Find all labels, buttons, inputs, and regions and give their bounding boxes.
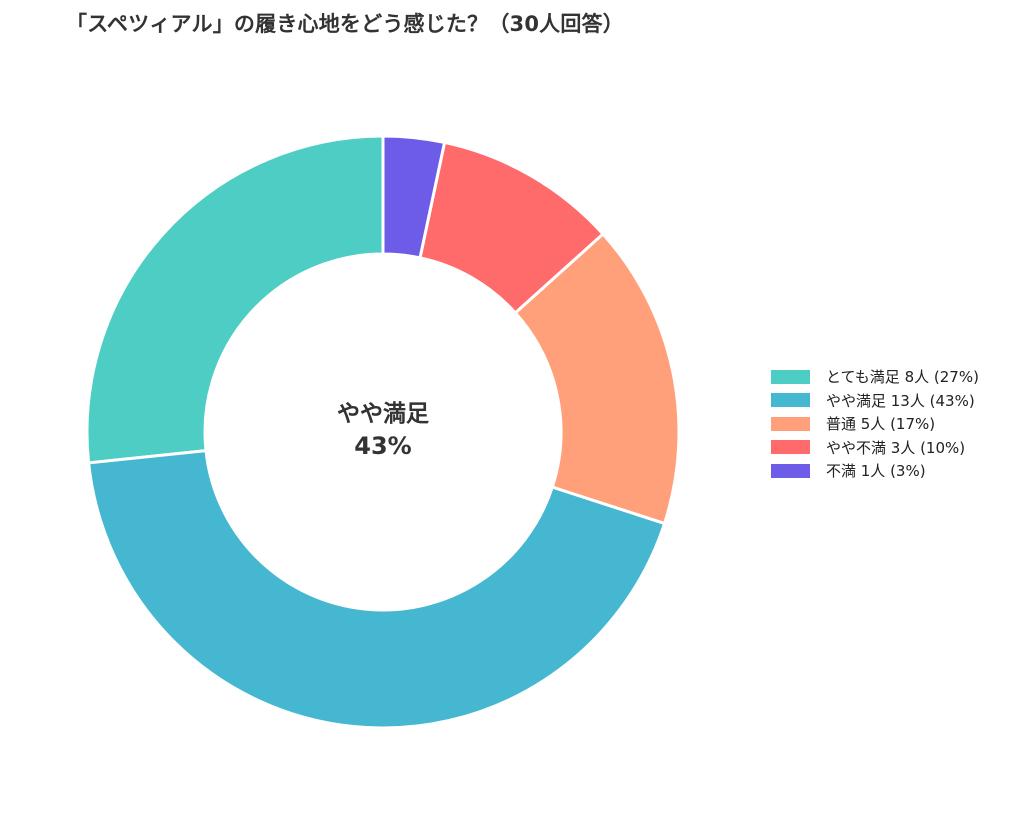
legend: とても満足 8人 (27%) やや満足 13人 (43%) 普通 5人 (17%… [771, 365, 979, 483]
legend-label: 不満 1人 (3%) [826, 462, 926, 481]
legend-item-neutral[interactable]: 普通 5人 (17%) [771, 412, 979, 436]
legend-label: やや不満 3人 (10%) [826, 438, 966, 457]
legend-swatch [771, 416, 810, 431]
legend-swatch [771, 393, 810, 408]
legend-item-very-satisfied[interactable]: とても満足 8人 (27%) [771, 365, 979, 389]
legend-swatch [771, 463, 810, 478]
legend-item-somewhat-dissatisfied[interactable]: やや不満 3人 (10%) [771, 436, 979, 460]
legend-item-dissatisfied[interactable]: 不満 1人 (3%) [771, 459, 979, 483]
donut-slices [85, 134, 681, 730]
center-label-category: やや満足 [337, 401, 429, 427]
chart-title: 「スペツィアル」の履き心地をどう感じた？（30人回答） [66, 12, 624, 36]
legend-label: やや満足 13人 (43%) [826, 391, 975, 410]
donut-slice[interactable] [85, 134, 385, 465]
legend-swatch [771, 440, 810, 455]
legend-item-somewhat-satisfied[interactable]: やや満足 13人 (43%) [771, 389, 979, 413]
donut-slice[interactable] [381, 134, 447, 260]
legend-label: とても満足 8人 (27%) [826, 368, 979, 387]
legend-label: 普通 5人 (17%) [826, 415, 936, 434]
donut-slice[interactable] [513, 231, 681, 526]
center-label: やや満足 43% [283, 398, 483, 462]
donut-slice[interactable] [86, 448, 667, 730]
legend-swatch [771, 369, 810, 384]
center-label-value: 43% [354, 432, 412, 460]
